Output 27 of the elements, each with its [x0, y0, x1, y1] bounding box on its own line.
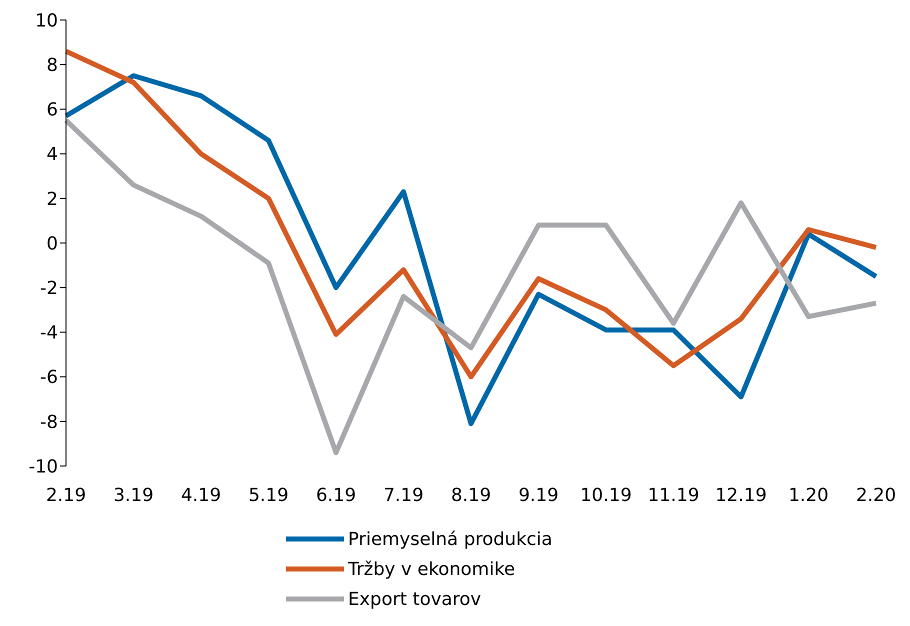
x-tick-label: 1.20 — [788, 484, 829, 506]
y-tick-label: -2 — [40, 278, 58, 299]
y-tick-label: -8 — [40, 412, 58, 433]
x-tick-label: 3.19 — [113, 484, 154, 506]
legend-label: Priemyselná produkcia — [348, 528, 552, 550]
y-tick-label: 6 — [46, 100, 58, 121]
x-tick-label: 2.19 — [46, 484, 86, 506]
y-tick-label: -4 — [40, 322, 58, 344]
x-tick-label: 12.19 — [715, 484, 767, 506]
y-tick-label: 4 — [46, 144, 58, 166]
y-tick-label: 2 — [46, 188, 58, 210]
x-tick-label: 5.19 — [248, 484, 289, 506]
legend-label: Tržby v ekonomike — [348, 558, 516, 580]
y-tick-label: 10 — [35, 10, 58, 32]
y-tick-label: 8 — [46, 54, 58, 76]
x-tick-label: 7.19 — [383, 484, 424, 506]
x-tick-label: 11.19 — [648, 484, 700, 506]
y-tick-label: -6 — [40, 367, 58, 388]
x-tick-label: 9.19 — [518, 484, 559, 506]
x-tick-label: 10.19 — [580, 484, 632, 506]
legend-label: Export tovarov — [348, 588, 482, 610]
x-tick-label: 2.20 — [856, 484, 896, 506]
y-tick-label: -10 — [28, 456, 58, 478]
x-tick-label: 8.19 — [450, 484, 492, 506]
y-tick-label: 0 — [46, 233, 58, 254]
x-tick-label: 6.19 — [316, 484, 356, 506]
x-tick-label: 4.19 — [180, 484, 222, 506]
